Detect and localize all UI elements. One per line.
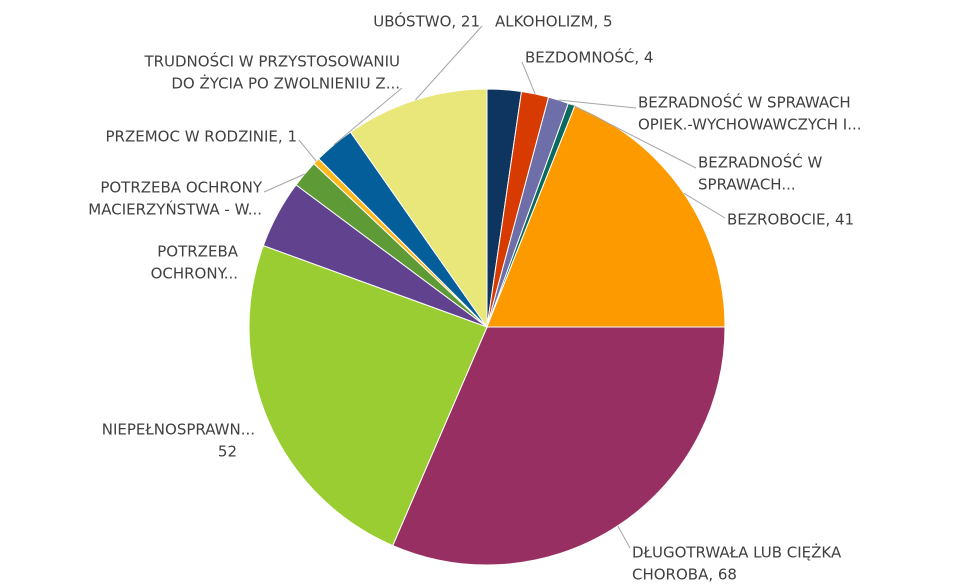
leader-line xyxy=(521,61,536,95)
leader-line xyxy=(683,192,726,219)
data-label: DO ŻYCIA PO ZWOLNIENIU Z... xyxy=(171,74,400,93)
leader-line xyxy=(415,25,483,101)
data-label: BEZRADNOŚĆ W xyxy=(698,153,822,172)
data-label: 52 xyxy=(218,443,237,461)
leader-line xyxy=(571,104,697,169)
data-label: BEZDOMNOŚĆ, 4 xyxy=(525,48,653,67)
data-label: TRUDNOŚCI W PRZYSTOSOWANIU xyxy=(143,52,400,71)
data-label: BEZRADNOŚĆ W SPRAWACH xyxy=(638,93,851,112)
data-label: UBÓSTWO, 21 xyxy=(373,12,480,31)
pie-slice xyxy=(248,244,488,547)
data-label: POTRZEBA OCHRONY xyxy=(100,179,263,197)
leader-line xyxy=(298,139,317,162)
pie-slice xyxy=(349,88,488,329)
leader-line xyxy=(263,173,305,193)
leader-line xyxy=(333,87,403,146)
data-label: BEZROBOCIE, 41 xyxy=(727,211,854,229)
pie-slice xyxy=(486,105,726,328)
data-label: CHOROBA, 68 xyxy=(632,566,737,584)
data-label: OCHRONY... xyxy=(151,265,238,283)
pie-slice xyxy=(392,326,726,566)
data-label: NIEPEŁNOSPRAWN... xyxy=(102,421,255,439)
data-label: SPRAWACH... xyxy=(698,176,796,194)
leader-line xyxy=(558,99,637,109)
data-label: POTRZEBA xyxy=(157,243,238,261)
data-label: MACIERZYŃSTWA - W... xyxy=(88,200,262,219)
leader-line xyxy=(617,525,631,549)
data-label: DŁUGOTRWAŁA LUB CIĘŻKA xyxy=(632,543,842,562)
data-label: PRZEMOC W RODZINIE, 1 xyxy=(106,128,298,146)
data-label: ALKOHOLIZM, 5 xyxy=(495,13,613,31)
data-label: OPIEK.-WYCHOWAWCZYCH I... xyxy=(638,116,862,134)
